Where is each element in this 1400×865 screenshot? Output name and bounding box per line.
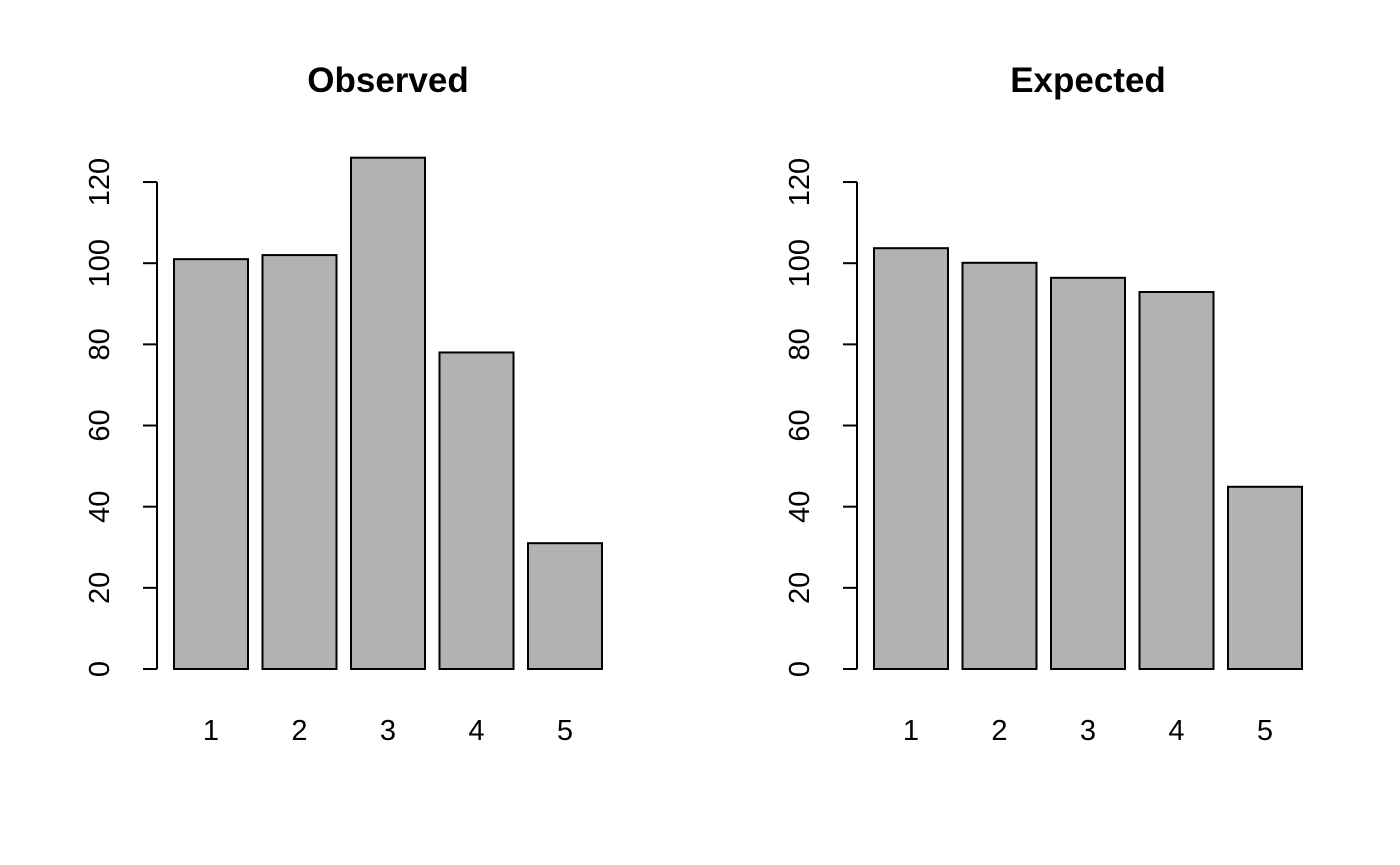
x-tick-label: 4 [1168, 715, 1184, 747]
x-tick-label: 5 [557, 715, 573, 747]
chart-title: Expected [1010, 61, 1166, 100]
y-tick-label: 120 [84, 158, 116, 206]
bar [173, 258, 249, 670]
y-tick-label: 100 [84, 239, 116, 287]
bar [1050, 276, 1126, 670]
y-tick-label: 60 [784, 409, 816, 441]
bar [961, 261, 1038, 670]
y-tick-label: 80 [84, 328, 116, 360]
x-tick-label: 3 [1080, 715, 1096, 747]
y-tick-label: 60 [84, 409, 116, 441]
x-tick-label: 4 [468, 715, 484, 747]
y-tick-label: 20 [84, 572, 116, 604]
bar [350, 156, 426, 671]
y-tick-label: 80 [784, 328, 816, 360]
x-tick-label: 1 [903, 715, 919, 747]
y-tick-label: 20 [784, 572, 816, 604]
observed-chart-panel: Observed 0 20 40 60 80 100 120 1 2 3 4 5 [84, 61, 603, 747]
bar [527, 542, 603, 671]
y-tick-label: 40 [784, 491, 816, 523]
chart-title: Observed [307, 61, 468, 100]
bar [873, 247, 949, 670]
y-tick-label: 100 [784, 239, 816, 287]
bar [1227, 485, 1303, 670]
bar [261, 254, 338, 670]
x-tick-label: 3 [380, 715, 396, 747]
y-tick-label: 120 [784, 158, 816, 206]
expected-chart-panel: Expected 0 20 40 60 80 100 120 1 2 3 4 5 [784, 61, 1303, 747]
bar [438, 351, 515, 670]
x-tick-label: 2 [291, 715, 307, 747]
y-tick-label: 0 [84, 661, 116, 677]
y-tick-label: 0 [784, 661, 816, 677]
bar [1138, 291, 1215, 670]
x-tick-label: 2 [991, 715, 1007, 747]
x-tick-label: 1 [203, 715, 219, 747]
y-tick-label: 40 [84, 491, 116, 523]
x-tick-label: 5 [1257, 715, 1273, 747]
